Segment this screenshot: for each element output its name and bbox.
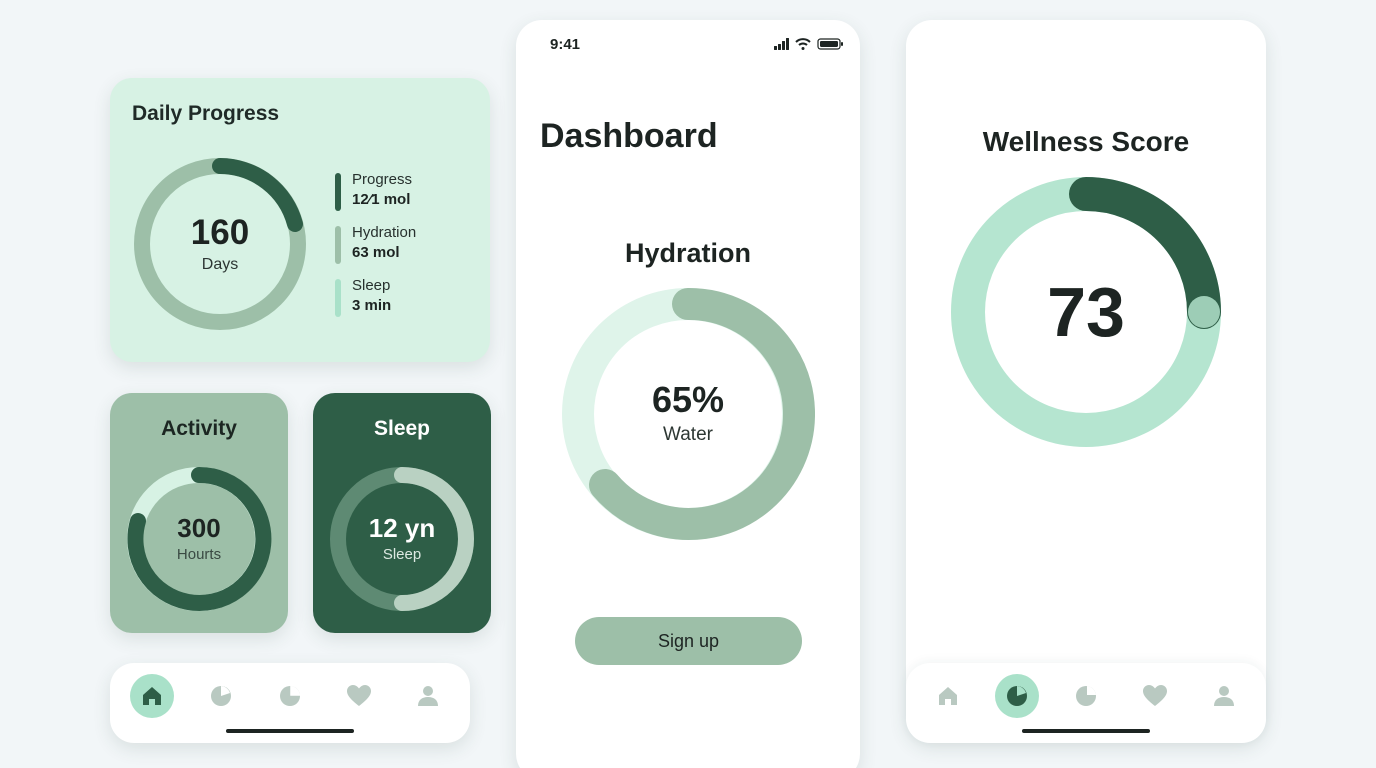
- activity-unit: Hourts: [176, 546, 222, 563]
- daily-progress-unit: Days: [201, 255, 239, 273]
- user-icon: [418, 686, 438, 706]
- home-indicator: [226, 729, 354, 733]
- signup-button[interactable]: Sign up: [575, 617, 802, 665]
- home-icon: [939, 687, 957, 705]
- sleep-unit: Sleep: [382, 546, 422, 563]
- status-icons: [774, 38, 843, 50]
- sleep-ring: 12 yn Sleep: [327, 464, 477, 614]
- legend-swatch: [335, 279, 341, 317]
- wellness-phone: Wellness Score 73: [906, 20, 1266, 742]
- chart-icon: [1076, 686, 1096, 706]
- hydration-ring-graphic: [562, 287, 816, 540]
- sleep-card[interactable]: Sleep 12 yn Sleep: [313, 393, 491, 633]
- battery-icon: [817, 38, 843, 50]
- legend-value: 3 min: [352, 297, 392, 314]
- status-time: 9:41: [550, 36, 581, 53]
- wellness-ring: 73: [950, 176, 1222, 448]
- daily-progress-ring: 160 Days: [130, 154, 310, 334]
- wifi-icon: [795, 38, 811, 50]
- legend-swatch: [335, 173, 341, 211]
- page-title: Dashboard: [540, 117, 718, 155]
- activity-value: 300: [177, 513, 221, 543]
- activity-title: Activity: [161, 417, 237, 440]
- daily-progress-title: Daily Progress: [132, 102, 280, 125]
- heart-icon: [1143, 685, 1167, 706]
- activity-card[interactable]: Activity 300 Hourts: [110, 393, 288, 633]
- legend-label: Sleep: [352, 277, 391, 294]
- activity-ring: 300 Hourts: [124, 464, 274, 614]
- legend-label: Hydration: [352, 224, 417, 241]
- nav-chart[interactable]: [268, 674, 312, 718]
- legend-label: Progress: [352, 171, 413, 188]
- wellness-title: Wellness Score: [982, 126, 1190, 157]
- daily-progress-card: Daily Progress 160 Days Progress 12⁄1 mo…: [110, 78, 490, 362]
- home-indicator: [1022, 729, 1150, 733]
- home-icon: [143, 687, 161, 705]
- sleep-ring-graphic: [330, 467, 474, 611]
- hydration-unit: Water: [663, 424, 713, 445]
- heart-icon: [347, 685, 371, 706]
- hydration-title: Hydration: [624, 238, 751, 268]
- bottom-nav-left: [110, 663, 470, 743]
- sleep-value: 12 yn: [368, 513, 436, 543]
- nav-heart[interactable]: [337, 674, 381, 718]
- hydration-value: 65%: [651, 379, 725, 420]
- nav-pie[interactable]: [995, 674, 1039, 718]
- nav-profile[interactable]: [406, 674, 450, 718]
- wellness-ring-knob: [1188, 296, 1220, 328]
- activity-ring-graphic: [127, 466, 272, 611]
- bottom-nav-right: [906, 663, 1266, 743]
- chart-icon: [280, 686, 300, 706]
- nav-profile[interactable]: [1202, 674, 1246, 718]
- nav-home[interactable]: [130, 674, 174, 718]
- pie-chart-icon: [211, 686, 231, 706]
- legend-swatch: [335, 226, 341, 264]
- nav-heart[interactable]: [1133, 674, 1177, 718]
- daily-progress-value: 160: [190, 212, 250, 252]
- wellness-score-value: 73: [1047, 273, 1125, 351]
- wellness-ring-graphic: [951, 177, 1221, 447]
- hydration-ring: 65% Water: [561, 287, 816, 541]
- pie-chart-icon: [1007, 686, 1027, 706]
- legend-value: 12⁄1 mol: [352, 191, 411, 208]
- user-icon: [1214, 686, 1234, 706]
- nav-pie[interactable]: [199, 674, 243, 718]
- daily-progress-ring-graphic: [134, 158, 306, 330]
- legend-value: 63 mol: [352, 244, 400, 261]
- signal-icon: [774, 38, 789, 50]
- nav-home[interactable]: [926, 674, 970, 718]
- sleep-title: Sleep: [373, 417, 431, 440]
- nav-chart[interactable]: [1064, 674, 1108, 718]
- dashboard-phone: 9:41 Dashboard Hydration 65% Water S: [516, 20, 860, 768]
